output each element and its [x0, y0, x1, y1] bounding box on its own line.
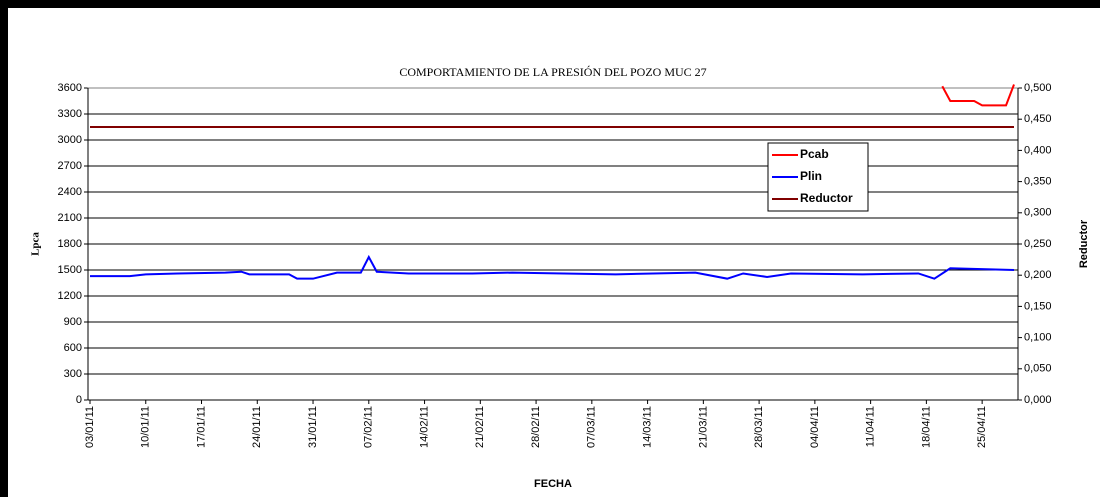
y-tick-label: 1200: [58, 290, 82, 302]
x-tick-label: 07/03/11: [586, 406, 598, 448]
y2-tick-label: 0,300: [1024, 207, 1052, 219]
x-tick-label: 04/04/11: [809, 406, 821, 448]
y-tick-label: 2100: [58, 212, 82, 224]
x-axis-label: FECHA: [534, 478, 572, 490]
frame-top: [0, 0, 1100, 8]
chart-title: COMPORTAMIENTO DE LA PRESIÓN DEL POZO MU…: [399, 65, 706, 79]
y-tick-label: 2400: [58, 186, 82, 198]
x-tick-label: 31/01/11: [307, 406, 319, 448]
y2-tick-label: 0,250: [1024, 238, 1052, 250]
x-tick-label: 14/03/11: [641, 406, 653, 448]
y-tick-label: 0: [76, 394, 82, 406]
y-tick-label: 3600: [58, 82, 82, 94]
y-axis-label: Lpca: [30, 232, 42, 256]
y-tick-label: 3300: [58, 108, 82, 120]
y-tick-label: 2700: [58, 160, 82, 172]
y-tick-label: 900: [64, 316, 82, 328]
x-tick-label: 21/03/11: [697, 406, 709, 448]
x-tick-label: 25/04/11: [976, 406, 988, 448]
y2-tick-label: 0,400: [1024, 144, 1052, 156]
y2-tick-label: 0,100: [1024, 332, 1052, 344]
y-tick-label: 3000: [58, 134, 82, 146]
x-tick-label: 28/02/11: [530, 406, 542, 448]
y2-tick-label: 0,200: [1024, 269, 1052, 281]
y2-tick-label: 0,450: [1024, 113, 1052, 125]
x-tick-label: 14/02/11: [418, 406, 430, 448]
y-tick-label: 1500: [58, 264, 82, 276]
series-line: [941, 84, 1015, 107]
y2-tick-label: 0,050: [1024, 363, 1052, 375]
y-tick-label: 600: [64, 342, 82, 354]
y2-axis-label: Reductor: [1078, 219, 1090, 268]
y2-tick-label: 0,500: [1024, 82, 1052, 94]
x-tick-label: 24/01/11: [251, 406, 263, 448]
legend-label: Plin: [800, 169, 822, 183]
x-tick-label: 07/02/11: [363, 406, 375, 448]
series-line: [90, 254, 1015, 280]
y2-tick-label: 0,000: [1024, 394, 1052, 406]
frame-left: [0, 0, 8, 497]
x-tick-label: 10/01/11: [140, 406, 152, 448]
y2-tick-label: 0,150: [1024, 300, 1052, 312]
x-tick-label: 03/01/11: [84, 406, 96, 448]
x-tick-label: 21/02/11: [474, 406, 486, 448]
y-tick-label: 1800: [58, 238, 82, 250]
x-tick-label: 17/01/11: [195, 406, 207, 448]
x-tick-label: 28/03/11: [753, 406, 765, 448]
x-tick-label: 18/04/11: [920, 406, 932, 448]
legend-label: Reductor: [800, 191, 853, 205]
y2-tick-label: 0,350: [1024, 176, 1052, 188]
x-tick-label: 11/04/11: [865, 406, 877, 447]
y-tick-label: 300: [64, 368, 82, 380]
legend-label: Pcab: [800, 147, 829, 161]
